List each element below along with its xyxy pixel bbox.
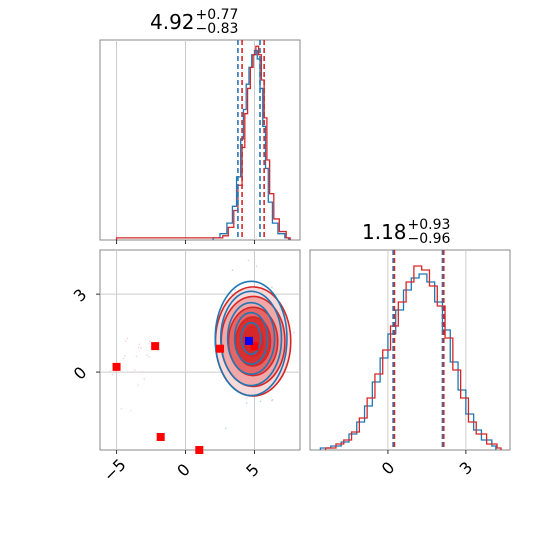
hist-param0-ticks <box>116 240 255 244</box>
title-param0: 4.92 +0.77 −0.83 <box>150 8 238 36</box>
title-param0-lower: −0.83 <box>195 21 239 37</box>
scatter-point <box>146 354 148 356</box>
scatter-point <box>234 289 236 291</box>
hist-param1-quantiles <box>392 250 445 450</box>
title-param1-lower: −0.96 <box>407 231 451 247</box>
scatter-point <box>124 354 126 357</box>
contour-line-b-3 <box>234 316 272 367</box>
joint-x-tick-label-2: 5 <box>242 460 263 481</box>
contour-line-b-4 <box>242 325 265 358</box>
title-param1: 1.18 +0.93 −0.96 <box>362 218 450 246</box>
truth-marker <box>244 336 253 345</box>
hist-param1-series-a <box>319 273 497 450</box>
scatter-point <box>271 399 274 401</box>
scatter-point <box>140 347 142 349</box>
scatter-point <box>122 357 125 360</box>
hist-param1-series-b <box>324 265 502 450</box>
scatter-point <box>137 384 139 387</box>
scatter-point <box>125 340 127 342</box>
hist-panel-param0 <box>99 39 301 244</box>
extra-marker-4 <box>216 344 224 353</box>
hist-param0-frame <box>99 39 301 241</box>
joint-x-tick-label-0: −5 <box>100 455 130 485</box>
scatter-point <box>259 400 262 403</box>
contour-line-a-3 <box>233 311 269 365</box>
hist-param1-tick-label-1: 3 <box>456 458 477 479</box>
contour-line-a-0 <box>214 280 288 397</box>
scatter-point <box>129 409 132 412</box>
scatter-point <box>120 407 123 410</box>
scatter-point <box>138 343 141 346</box>
hist-param1-tick-label-0: 0 <box>378 458 399 479</box>
hist-param0-grid <box>116 40 255 240</box>
title-param0-upper: +0.77 <box>195 7 239 23</box>
joint-contours <box>214 280 292 397</box>
joint-markers <box>112 336 259 454</box>
scatter-point <box>149 340 151 343</box>
scatter-point <box>225 427 227 430</box>
scatter-point <box>148 355 151 358</box>
scatter-point <box>111 373 114 376</box>
joint-y-tick-label-0: 0 <box>70 363 91 384</box>
extra-marker-1 <box>151 342 160 351</box>
extra-marker-0 <box>112 362 121 371</box>
scatter-point <box>138 346 140 348</box>
scatter-point <box>109 370 112 372</box>
contour-line-a-1 <box>219 290 283 387</box>
contour-line-a-2 <box>226 301 276 375</box>
scatter-point <box>271 399 273 402</box>
scatter-point <box>255 265 258 267</box>
joint-x-tick-label-1: 0 <box>173 460 194 481</box>
title-param1-value: 1.18 <box>362 220 407 244</box>
hist-param1-frame <box>309 249 511 451</box>
scatter-point <box>293 331 295 334</box>
scatter-point <box>245 402 248 404</box>
scatter-point <box>126 337 128 340</box>
extra-marker-5 <box>250 342 259 351</box>
joint-panel: −5 0 5 03 <box>70 249 301 485</box>
hist-param0-quantiles <box>237 40 265 240</box>
scatter-point <box>261 285 264 288</box>
scatter-point <box>231 269 234 271</box>
scatter-point <box>135 355 138 358</box>
scatter-point <box>271 286 273 289</box>
extra-marker-2 <box>156 433 165 442</box>
scatter-point <box>134 369 136 371</box>
scatter-point <box>247 259 250 262</box>
scatter-point <box>245 397 248 399</box>
hist-param0-series-b <box>115 45 291 240</box>
joint-y-ticks: 03 <box>70 285 100 384</box>
scatter-point <box>143 378 145 380</box>
joint-x-ticks: −5 0 5 <box>100 450 263 485</box>
title-param0-value: 4.92 <box>150 10 195 34</box>
title-param1-upper: +0.93 <box>407 217 451 233</box>
contour-line-a-4 <box>240 321 262 355</box>
joint-y-tick-label-1: 3 <box>70 285 91 306</box>
extra-marker-3 <box>195 446 204 454</box>
scatter-point <box>141 371 144 373</box>
